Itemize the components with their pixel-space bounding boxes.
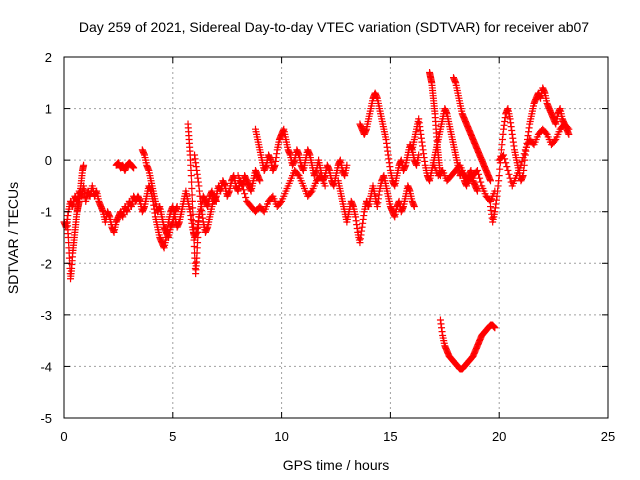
data-point [80,161,88,169]
data-point-interp [519,154,527,162]
data-point-interp [307,188,315,196]
series-track-hour6-second [191,151,220,236]
data-point [256,177,264,185]
data-point-interp [188,191,196,199]
y-tick-label: -5 [40,411,52,426]
data-point-interp [189,217,197,225]
series-track-hour6-spike [184,120,203,278]
y-tick-label: -3 [40,308,52,323]
plot-frame [63,56,609,419]
data-point-interp [520,150,528,158]
y-tick-label: -4 [40,359,52,374]
data-point-interp [503,163,511,171]
x-tick-label: 5 [169,429,176,444]
axis-ticks [63,56,609,419]
chart-title: Day 259 of 2021, Sidereal Day-to-day VTE… [79,19,589,35]
series-track-hour18-spike [450,74,494,185]
data-point [500,151,508,159]
grid-lines [64,57,608,418]
data-point-interp [190,236,198,244]
data-point [517,161,525,169]
data-point-interp [189,210,197,218]
series-track-hour9-lower [234,166,329,216]
series-track-hour12-14 [334,172,418,247]
x-tick-label: 25 [601,429,615,444]
y-tick-label: 0 [45,153,52,168]
data-point-interp [188,185,196,193]
data-point [321,182,329,190]
data-point-interp [190,243,198,251]
x-tick-label: 15 [383,429,397,444]
data-point-interp [190,230,198,238]
data-point [410,203,418,211]
data-point-interp [277,199,285,207]
series-track-negative-arc [436,316,499,373]
data-point [415,151,423,159]
x-axis-label: GPS time / hours [283,457,390,473]
x-tick-label: 0 [60,429,67,444]
x-tick-labels: 0 5 10 15 20 25 [60,429,615,444]
data-marks [60,68,573,373]
data-point [486,177,494,185]
data-point-interp [240,186,248,194]
series-track-hour13-peak [356,89,423,190]
data-point [504,166,512,174]
data-point-interp [477,178,485,186]
data-point-interp [241,190,249,198]
series-track-hour20-22 [486,84,573,226]
y-axis-label: SDTVAR / TECUs [5,182,21,294]
data-point-interp [188,178,196,186]
y-tick-label: -1 [40,205,52,220]
series-track-hour21-lower [495,120,573,190]
data-point-interp [542,129,550,137]
series-track-hour8-9 [251,125,351,190]
x-tick-label: 20 [492,429,506,444]
y-tick-label: 2 [45,50,52,65]
series-track-early-peak [112,159,138,174]
data-point-interp [551,137,559,145]
data-point [130,164,138,172]
series-track-hour4 [138,146,181,241]
data-point [473,166,481,174]
data-point [343,161,351,169]
data-point-interp [505,170,513,178]
data-point-interp [502,159,510,167]
data-point [565,125,573,133]
data-point-interp [518,157,526,165]
x-tick-label: 10 [274,429,288,444]
data-point-interp [294,170,302,178]
data-point [495,172,503,180]
data-point [238,182,246,190]
data-point [473,187,481,195]
data-point-interp [242,194,250,202]
data-point-interp [476,174,484,182]
data-point-interp [475,170,483,178]
y-tick-labels: -5 -4 -3 -2 -1 0 1 2 [40,50,52,426]
data-point [188,197,196,205]
data-point [212,197,220,205]
series-track-start-drop [63,161,88,283]
y-tick-label: -2 [40,256,52,271]
data-point-interp [564,124,572,132]
data-point [173,203,181,211]
data-point-interp [501,155,509,163]
y-tick-label: 1 [45,102,52,117]
data-point [187,172,195,180]
data-point [491,324,499,332]
data-point-interp [189,204,197,212]
data-point-interp [496,165,504,173]
